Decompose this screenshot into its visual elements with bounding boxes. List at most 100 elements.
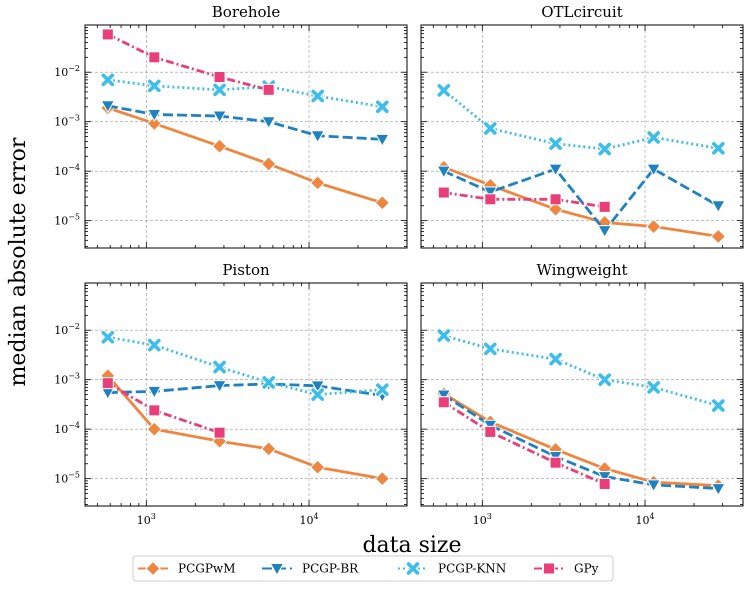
data-point xyxy=(549,193,562,206)
data-point xyxy=(212,380,227,394)
series-pcgp-knn xyxy=(436,328,726,414)
data-point xyxy=(597,141,613,157)
data-point xyxy=(597,225,613,239)
panels: Borehole 10−2 10−3 10−4 10−5 OTLcircuit Piston… xyxy=(54,3,744,527)
y-tick-label: 10−4 xyxy=(54,421,80,436)
panel-title: Wingweight xyxy=(536,261,627,279)
series-line xyxy=(107,106,383,205)
series-pcgp-br xyxy=(436,163,726,239)
legend-entry-gpy: GPy xyxy=(534,562,599,576)
data-point xyxy=(101,377,114,390)
data-point xyxy=(211,138,228,154)
data-point xyxy=(260,156,277,172)
series-line xyxy=(107,33,270,92)
data-point xyxy=(100,72,116,88)
legend-label: PCGP-KNN xyxy=(438,562,506,576)
data-point xyxy=(374,99,390,115)
data-point xyxy=(310,380,326,394)
data-point xyxy=(598,477,611,490)
data-point xyxy=(710,200,726,214)
series-line xyxy=(107,78,383,109)
panel-title: OTLcircuit xyxy=(541,3,623,21)
data-point xyxy=(597,471,613,485)
data-point xyxy=(597,372,613,388)
panel-borehole: Borehole 10−2 10−3 10−4 10−5 xyxy=(54,3,408,249)
series-line xyxy=(443,392,719,488)
x-tick-label: 103 xyxy=(473,512,492,527)
data-point xyxy=(645,218,662,235)
data-point xyxy=(101,28,114,41)
data-point xyxy=(261,374,277,390)
series-gpy xyxy=(101,377,226,439)
series-line xyxy=(443,191,605,209)
legend-label: PCGP-BR xyxy=(302,562,359,576)
axes-frame xyxy=(84,282,408,507)
legend: PCGPwM PCGP-BR PCGP-KNN GPy xyxy=(132,555,614,582)
y-tick-label: 10−5 xyxy=(54,471,80,486)
data-point xyxy=(374,133,390,147)
legend-marker xyxy=(145,560,161,577)
y-tick-label: 10−3 xyxy=(54,114,80,129)
axes-frame xyxy=(420,24,744,249)
legend-label: GPy xyxy=(574,562,599,576)
data-point xyxy=(482,186,498,200)
x-tick-label: 104 xyxy=(635,512,654,527)
series-pcgpwm xyxy=(436,386,727,494)
data-point xyxy=(148,404,161,417)
y-axis-label: median absolute error xyxy=(6,137,31,386)
series-pcgp-br xyxy=(436,389,726,497)
data-point xyxy=(710,398,726,414)
legend-entry-pcgpwm: PCGPwM xyxy=(138,560,235,577)
data-point xyxy=(437,396,450,409)
series-gpy xyxy=(437,186,611,213)
data-point xyxy=(710,228,727,245)
data-point xyxy=(310,387,326,403)
data-point xyxy=(100,329,116,345)
data-point xyxy=(374,382,390,398)
x-tick-label: 104 xyxy=(299,512,318,527)
data-point xyxy=(146,108,162,122)
data-point xyxy=(547,201,564,217)
series-pcgp-knn xyxy=(436,82,726,157)
data-point xyxy=(548,136,564,152)
data-point xyxy=(261,116,277,130)
data-point xyxy=(598,200,611,213)
data-point xyxy=(212,82,228,98)
legend-marker xyxy=(543,562,555,575)
panel-wingweight: Wingweight 103 104 xyxy=(420,261,744,527)
series-line xyxy=(443,401,606,486)
data-point xyxy=(484,425,497,438)
data-point xyxy=(646,129,662,145)
data-point xyxy=(436,82,452,98)
y-tick-label: 10−5 xyxy=(54,213,80,228)
data-point xyxy=(146,78,162,94)
data-point xyxy=(212,110,227,124)
series-gpy xyxy=(101,28,275,96)
data-point xyxy=(212,359,228,375)
legend-marker xyxy=(405,561,421,576)
series-pcgp-knn xyxy=(100,329,390,403)
data-point xyxy=(548,351,564,367)
series-pcgp-br xyxy=(100,378,390,403)
data-point xyxy=(436,165,452,179)
data-point xyxy=(310,130,326,144)
series-pcgp-knn xyxy=(100,72,390,115)
legend-marker xyxy=(269,563,285,577)
x-axis-label: data size xyxy=(362,533,461,558)
data-point xyxy=(146,385,162,399)
axes-frame xyxy=(420,282,744,507)
data-point xyxy=(213,71,226,84)
data-point xyxy=(310,88,326,104)
data-point xyxy=(549,456,562,469)
series-line xyxy=(107,335,383,396)
data-point xyxy=(148,51,161,64)
series-pcgp-br xyxy=(100,100,390,147)
data-point xyxy=(484,193,497,206)
y-tick-label: 10−3 xyxy=(54,372,80,387)
legend-label: PCGPwM xyxy=(178,562,235,576)
data-point xyxy=(374,195,391,211)
series-line xyxy=(107,381,221,434)
panel-title: Piston xyxy=(222,261,270,279)
data-point xyxy=(100,100,116,114)
data-point xyxy=(437,186,450,199)
